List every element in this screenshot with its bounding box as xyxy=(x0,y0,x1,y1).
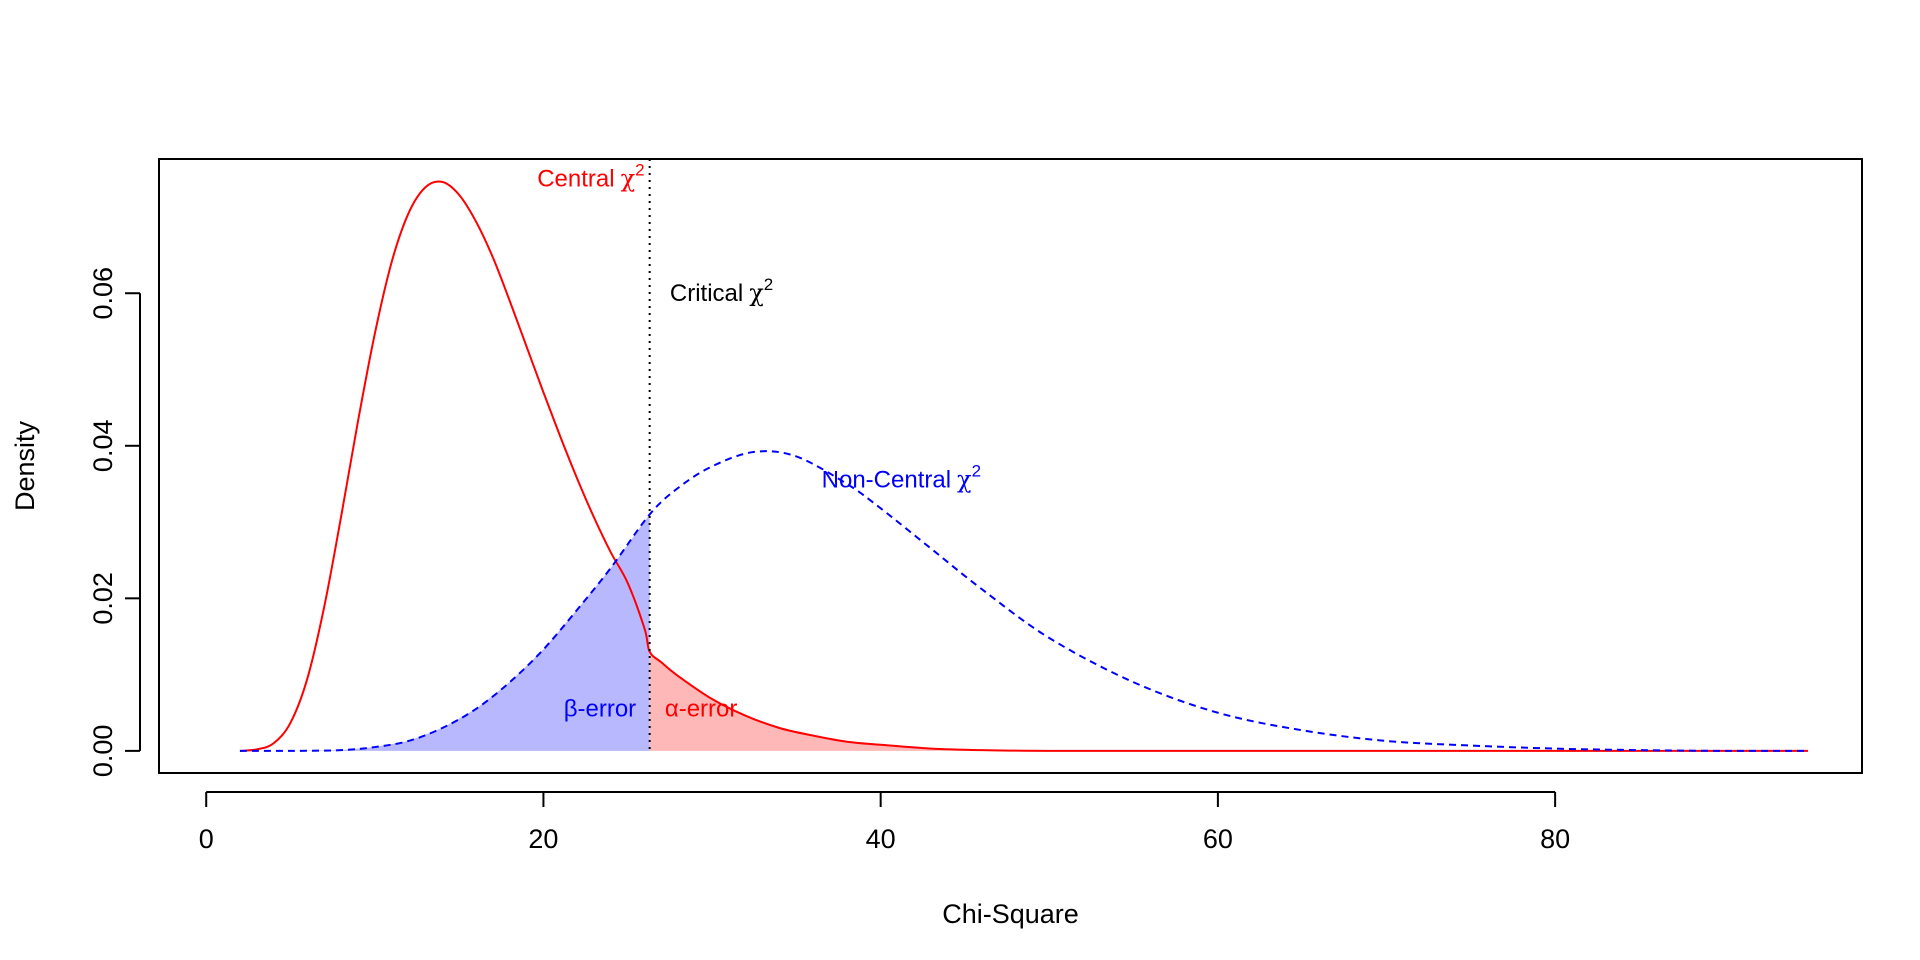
x-tick-label: 40 xyxy=(866,824,896,854)
beta-label: β-error xyxy=(564,696,636,723)
noncentral-label: Non-Central χ2 xyxy=(822,462,981,494)
y-tick-label: 0.02 xyxy=(88,572,118,625)
x-tick-label: 60 xyxy=(1203,824,1233,854)
central-label: Central χ2 xyxy=(537,160,644,192)
y-axis: 0.00 0.02 0.04 0.06 xyxy=(88,267,141,778)
y-tick-label: 0.04 xyxy=(88,420,118,473)
x-tick-label: 80 xyxy=(1540,824,1570,854)
x-tick-label: 0 xyxy=(199,824,214,854)
y-tick-label: 0.06 xyxy=(88,267,118,320)
density-curves xyxy=(239,180,1809,752)
x-axis: 0 20 40 60 80 xyxy=(199,791,1570,854)
central-curve xyxy=(239,180,1809,752)
plot-frame xyxy=(158,158,1863,774)
alpha-error-region xyxy=(649,651,1809,751)
annotations: Central χ2 Critical χ2 Non-Central χ2 β-error α… xyxy=(537,160,981,722)
noncentral-curve xyxy=(239,450,1809,752)
x-axis-title: Chi-Square xyxy=(942,899,1079,929)
x-tick-label: 20 xyxy=(528,824,558,854)
critical-label: Critical χ2 xyxy=(670,275,773,307)
y-tick-label: 0.00 xyxy=(88,725,118,778)
alpha-label: α-error xyxy=(665,696,738,723)
shaded-error-regions xyxy=(239,514,1809,751)
y-axis-title: Density xyxy=(10,420,40,511)
beta-error-region xyxy=(239,514,650,751)
